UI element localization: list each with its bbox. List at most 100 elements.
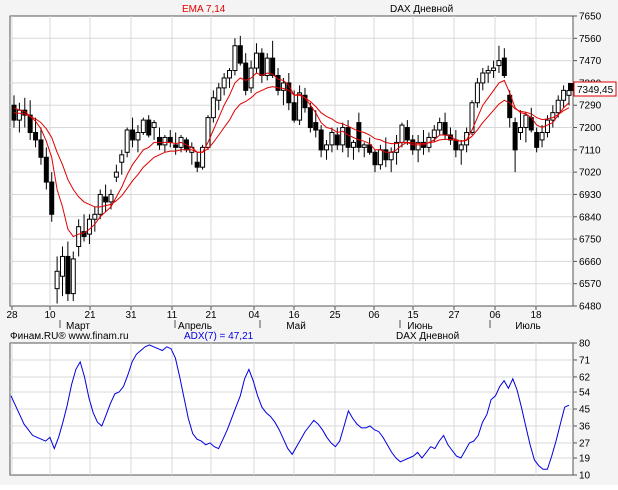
price-x-axis: 28 10 21 31 11 21 04 16 25 06 15 27 06 18 Март Апрель Ма… xyxy=(6,306,542,332)
candle-body-down xyxy=(512,122,518,151)
candle-body-up xyxy=(523,114,529,129)
candle-body-up xyxy=(437,122,443,131)
price-y-tick-label: 7470 xyxy=(579,56,602,67)
price-month-label: Июль xyxy=(515,321,541,332)
price-x-tick-label: 04 xyxy=(248,310,260,321)
price-y-tick-label: 6840 xyxy=(579,212,602,223)
price-x-tick-label: 06 xyxy=(368,310,380,321)
candle-body-down xyxy=(167,136,173,143)
candle-body-up xyxy=(566,90,572,96)
candle-body-up xyxy=(329,131,335,146)
price-month-label: Апрель xyxy=(178,321,212,332)
candle-body-up xyxy=(399,124,405,143)
candle-body-down xyxy=(103,196,109,203)
candle-body-up xyxy=(140,119,146,133)
candle-body-up xyxy=(124,129,130,153)
candle-body-up xyxy=(518,127,524,133)
candle-body-up xyxy=(431,129,437,138)
price-x-tick-label: 18 xyxy=(530,310,542,321)
candle-body-down xyxy=(383,149,389,161)
candle-body-down xyxy=(259,52,265,76)
adx-chart-title: DAX Дневной xyxy=(396,331,459,342)
candle-body-down xyxy=(534,131,540,148)
adx-line xyxy=(10,344,570,470)
candle-body-up xyxy=(361,144,367,148)
candle-body-up xyxy=(539,131,545,141)
last-price-marker: 7349,45 xyxy=(568,81,617,97)
candle-body-up xyxy=(561,89,567,101)
price-x-tick-label: 21 xyxy=(84,310,96,321)
source-label: Финам.RU® www.finam.ru xyxy=(10,331,129,342)
price-y-tick-label: 6480 xyxy=(579,302,602,313)
adx-y-tick-label: 10 xyxy=(579,471,591,482)
candle-body-up xyxy=(86,218,92,235)
candle-body-up xyxy=(415,141,421,151)
price-y-tick-label: 7200 xyxy=(579,123,602,134)
candle-body-up xyxy=(324,144,330,151)
last-price-box xyxy=(573,81,617,97)
candle-body-up xyxy=(92,213,98,220)
price-y-axis: 7650756074707380729072007110702069306840… xyxy=(573,12,602,313)
adx-y-tick-label: 80 xyxy=(579,339,591,350)
candle-body-down xyxy=(65,255,71,295)
candle-body-down xyxy=(237,45,243,64)
price-y-tick-label: 7650 xyxy=(579,12,602,23)
price-y-tick-label: 6930 xyxy=(579,190,602,201)
candle-body-up xyxy=(280,82,286,91)
candle-body-up xyxy=(297,92,303,121)
price-x-tick-label: 16 xyxy=(288,310,300,321)
candle-body-down xyxy=(507,94,513,119)
price-month-label: Июнь xyxy=(407,321,432,332)
price-y-tick-label: 6570 xyxy=(579,279,602,290)
candle-body-up xyxy=(216,87,222,101)
candle-body-up xyxy=(377,149,383,166)
price-x-tick-label: 06 xyxy=(489,310,501,321)
ema-label: EMA 7,14 xyxy=(182,4,226,15)
price-y-tick-label: 7560 xyxy=(579,34,602,45)
candle-body-down xyxy=(156,136,162,146)
candle-body-up xyxy=(458,144,464,151)
candle-body-down xyxy=(404,127,410,141)
candle-body-down xyxy=(33,131,39,141)
candle-body-up xyxy=(113,171,119,178)
candle-body-down xyxy=(453,139,459,151)
candle-body-up xyxy=(253,52,259,69)
candle-body-up xyxy=(474,82,480,104)
candle-body-up xyxy=(480,72,486,84)
candle-body-up xyxy=(221,77,227,89)
candle-body-down xyxy=(307,107,313,129)
candle-body-up xyxy=(16,109,22,121)
candle-body-up xyxy=(496,60,502,67)
candle-body-down xyxy=(318,129,324,151)
candle-body-up xyxy=(491,67,497,72)
adx-y-tick-label: 71 xyxy=(579,355,591,366)
candle-body-down xyxy=(173,144,179,148)
price-x-tick-label: 10 xyxy=(44,310,56,321)
candle-body-down xyxy=(275,74,281,91)
candle-body-down xyxy=(81,231,87,238)
candle-body-up xyxy=(200,146,206,168)
candle-body-up xyxy=(210,97,216,119)
candle-body-up xyxy=(350,141,356,148)
adx-y-tick-label: 19 xyxy=(579,454,591,465)
price-month-label: Май xyxy=(286,321,306,332)
price-x-tick-label: 21 xyxy=(205,310,217,321)
candle-body-down xyxy=(345,127,351,148)
price-x-tick-label: 11 xyxy=(167,310,178,321)
candle-body-up xyxy=(469,102,475,133)
candle-body-up xyxy=(232,45,238,72)
candle-body-up xyxy=(59,255,65,277)
price-y-tick-label: 7290 xyxy=(579,101,602,112)
candle-body-up xyxy=(555,99,561,114)
price-y-tick-label: 6750 xyxy=(579,235,602,246)
adx-y-tick-label: 36 xyxy=(579,421,591,432)
candle-body-up xyxy=(340,127,346,146)
candle-body-up xyxy=(264,57,270,76)
candle-body-up xyxy=(227,70,233,79)
adx-y-tick-label: 54 xyxy=(579,388,591,399)
candle-body-up xyxy=(76,226,82,248)
candle-body-down xyxy=(194,161,200,168)
price-chart-title: DAX Дневной xyxy=(390,4,453,15)
candle-body-down xyxy=(442,122,448,136)
